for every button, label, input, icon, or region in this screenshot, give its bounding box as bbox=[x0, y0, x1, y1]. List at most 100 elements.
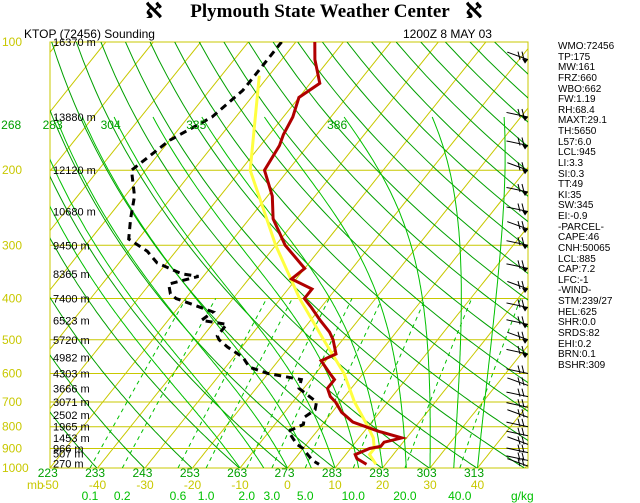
barb-staff bbox=[506, 447, 529, 454]
dry-adiabat bbox=[125, 42, 525, 468]
theta-bottom-label: 223 bbox=[38, 466, 58, 480]
dewpoint-trace bbox=[127, 42, 320, 466]
barb-staff bbox=[506, 368, 529, 374]
barb-feather bbox=[521, 203, 525, 212]
barb-staff bbox=[506, 348, 529, 355]
theta-bottom-label: 283 bbox=[322, 466, 342, 480]
stats-panel: WMO:72456 TP:175 MW:161 FRZ:660 WBO:662 FW:1.… bbox=[558, 41, 640, 371]
moist-adiabat bbox=[477, 116, 506, 468]
theta-top-label: 283 bbox=[43, 118, 63, 132]
barb-feather bbox=[517, 316, 521, 325]
wind-barb bbox=[506, 345, 529, 358]
dry-adiabat bbox=[50, 354, 145, 468]
isotherm-line bbox=[144, 42, 487, 468]
height-label: 3071 m bbox=[53, 397, 90, 409]
wind-barb bbox=[506, 316, 529, 329]
barb-staff bbox=[506, 319, 529, 325]
barb-feather bbox=[521, 345, 525, 355]
barb-feather bbox=[521, 221, 525, 230]
temperature-tick-label: -40 bbox=[89, 478, 107, 492]
dry-adiabat bbox=[223, 42, 528, 356]
stat-line: CNH:50065 bbox=[558, 242, 611, 254]
temperature-tick-label: -30 bbox=[136, 478, 154, 492]
wind-barb bbox=[507, 409, 529, 418]
theta-bottom-label: 313 bbox=[464, 466, 484, 480]
mixing-ratio-line bbox=[205, 298, 293, 468]
pressure-label: 700 bbox=[2, 395, 22, 409]
barb-feather bbox=[521, 399, 525, 408]
page-title: Plymouth State Weather Center bbox=[190, 1, 450, 22]
moist-adiabat bbox=[50, 205, 241, 468]
stat-line: BRN:0.1 bbox=[558, 349, 596, 361]
wind-barb bbox=[506, 260, 529, 273]
height-label: 7400 m bbox=[53, 293, 90, 305]
station-label: KTOP (72456) Sounding bbox=[24, 27, 155, 41]
dry-adiabat bbox=[198, 42, 528, 384]
temperature-unit-label: mb bbox=[27, 478, 44, 492]
theta-bottom-label: 253 bbox=[180, 466, 200, 480]
barb-staff bbox=[506, 240, 529, 246]
mixing-ratio-line bbox=[271, 298, 353, 468]
barb-staff bbox=[506, 206, 529, 213]
mixing-ratio-line bbox=[177, 298, 268, 468]
height-label: 3666 m bbox=[53, 383, 90, 395]
dry-adiabat bbox=[75, 42, 430, 468]
chart-gridlines bbox=[49, 41, 529, 469]
pressure-label: 800 bbox=[2, 420, 22, 434]
mixing-ratio-line bbox=[404, 298, 473, 468]
barb-feather bbox=[521, 137, 525, 146]
isotherm-line bbox=[477, 404, 528, 468]
stat-line: CAPE:46 bbox=[558, 232, 600, 244]
moist-adiabat bbox=[50, 158, 265, 468]
wind-barb bbox=[506, 237, 529, 250]
barb-feather bbox=[517, 345, 521, 355]
wind-barb bbox=[507, 331, 529, 344]
wind-barb bbox=[506, 444, 529, 454]
barb-flag bbox=[522, 58, 528, 64]
barb-feather bbox=[521, 299, 525, 308]
pressure-label: 500 bbox=[2, 333, 22, 347]
mixing-ratio-label: 0.6 bbox=[170, 489, 187, 503]
barb-feather bbox=[517, 51, 521, 60]
mixing-ratio-line bbox=[459, 298, 522, 468]
pressure-label: 300 bbox=[2, 238, 22, 252]
height-label: 8365 m bbox=[53, 269, 90, 281]
wind-barb bbox=[506, 183, 529, 197]
stat-line: SHR:0.0 bbox=[558, 317, 596, 329]
wind-barb bbox=[506, 452, 529, 461]
dry-adiabat bbox=[149, 42, 528, 442]
stat-line: EI:-0.9 bbox=[558, 211, 588, 222]
barb-feather bbox=[517, 162, 521, 171]
stat-line: RH:68.4 bbox=[558, 104, 595, 116]
barb-flag bbox=[522, 228, 528, 234]
barb-feather bbox=[521, 452, 525, 461]
barb-feather bbox=[517, 221, 521, 230]
barb-staff bbox=[507, 409, 529, 418]
barb-feather bbox=[521, 316, 525, 325]
barb-staff bbox=[506, 140, 529, 147]
theta-bottom-label: 233 bbox=[85, 466, 105, 480]
wind-barb bbox=[507, 458, 529, 467]
isotherm-line bbox=[50, 42, 249, 291]
moist-adiabat bbox=[55, 116, 288, 468]
temperature-tick-label: -10 bbox=[231, 478, 249, 492]
wind-barb bbox=[506, 399, 529, 408]
temperature-tick-label: -50 bbox=[41, 478, 59, 492]
isotherm-line bbox=[97, 42, 439, 468]
moist-adiabat-lines bbox=[50, 116, 506, 468]
barb-feather bbox=[517, 365, 521, 374]
mixing-ratio-line bbox=[89, 298, 187, 468]
barb-feather bbox=[521, 162, 525, 171]
barb-staff bbox=[506, 302, 529, 308]
barb-flag bbox=[522, 116, 528, 122]
temperature-tick-label: 20 bbox=[376, 478, 390, 492]
dry-adiabat bbox=[50, 237, 240, 468]
theta-bottom-label: 243 bbox=[132, 466, 152, 480]
stat-line: TT:49 bbox=[558, 179, 584, 191]
height-label: 9450 m bbox=[53, 240, 90, 252]
right-hurricane-icon: ℵ bbox=[465, 0, 483, 23]
height-label: 1965 m bbox=[53, 422, 90, 434]
barb-flag bbox=[522, 287, 528, 293]
barb-staff bbox=[507, 221, 529, 230]
temperature-tick-label: 0 bbox=[284, 478, 291, 492]
